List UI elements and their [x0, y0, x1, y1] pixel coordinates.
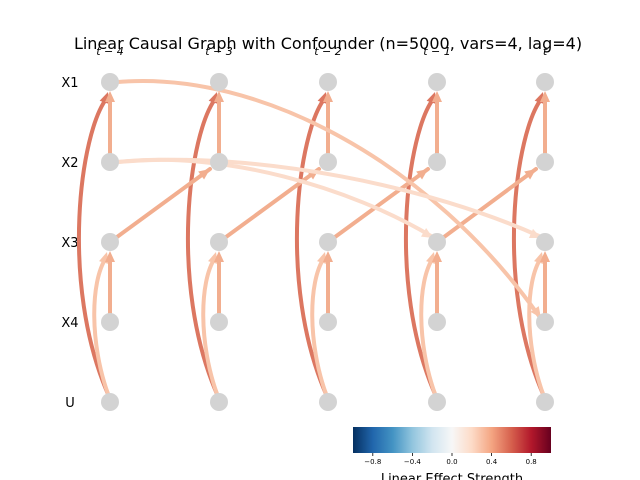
- edge-u-to-x3-lag0: [527, 256, 545, 396]
- colorbar-tick-label: 0.0: [446, 458, 457, 466]
- row-label-x3: X3: [61, 236, 78, 251]
- edge-x3-to-x2-lag1: [224, 167, 321, 239]
- edge-arrowhead: [432, 251, 442, 262]
- edge-u-to-x1-lag0: [76, 96, 110, 396]
- node-u-t2: [319, 393, 337, 411]
- edge-arrowhead: [323, 251, 333, 262]
- row-label-u: U: [65, 396, 75, 411]
- edge-u-to-x3-lag0: [419, 256, 437, 396]
- node-x1-t4: [536, 73, 554, 91]
- lag-label: t − 1: [423, 45, 451, 58]
- edge-u-to-x1-lag0: [185, 96, 219, 396]
- node-x1-t3: [428, 73, 446, 91]
- edge-arrowhead: [105, 91, 115, 102]
- node-u-t4: [536, 393, 554, 411]
- node-x2-t3: [428, 153, 446, 171]
- edge-u-to-x1-lag0: [294, 96, 328, 396]
- graph-title: Linear Causal Graph with Confounder (n=5…: [74, 34, 582, 53]
- colorbar-tick-label: 0.8: [526, 458, 537, 466]
- node-x4-t4: [536, 313, 554, 331]
- row-label-x1: X1: [61, 76, 78, 91]
- edge-arrowhead: [323, 91, 333, 102]
- lag-label: t: [543, 45, 548, 58]
- edge-arrowhead: [214, 91, 224, 102]
- edge-u-to-x3-lag0: [310, 256, 328, 396]
- edge-x3-to-x2-lag1: [115, 167, 212, 239]
- node-x1-t2: [319, 73, 337, 91]
- node-x4-t1: [210, 313, 228, 331]
- node-x3-t4: [536, 233, 554, 251]
- node-u-t1: [210, 393, 228, 411]
- edge-u-to-x3-lag0: [92, 256, 110, 396]
- edge-arrowhead: [432, 91, 442, 102]
- node-u-t3: [428, 393, 446, 411]
- row-label-x2: X2: [61, 156, 78, 171]
- edge-arrowhead: [524, 169, 536, 180]
- edge-arrowhead: [540, 91, 550, 102]
- node-x1-t1: [210, 73, 228, 91]
- node-x1-t0: [101, 73, 119, 91]
- edge-u-to-x1-lag0: [403, 96, 437, 396]
- edge-arrowhead: [105, 251, 115, 262]
- edge-x1-to-x4-lag4: [116, 79, 541, 318]
- edge-arrowhead: [528, 228, 541, 239]
- colorbar-label: Linear Effect Strength: [381, 472, 523, 480]
- edge-arrowhead: [198, 169, 210, 180]
- node-x2-t2: [319, 153, 337, 171]
- node-x3-t3: [428, 233, 446, 251]
- edge-x2-to-x3-lag3: [116, 157, 433, 238]
- lag-label: t − 2: [314, 45, 342, 58]
- edge-arrowhead: [214, 251, 224, 262]
- edge-u-to-x3-lag0: [201, 256, 219, 396]
- lag-label: t − 4: [96, 45, 124, 58]
- node-x4-t2: [319, 313, 337, 331]
- node-x2-t0: [101, 153, 119, 171]
- colorbar-tick-label: 0.4: [486, 458, 498, 466]
- node-x2-t4: [536, 153, 554, 171]
- edge-u-to-x1-lag0: [511, 96, 545, 396]
- edge-x3-to-x2-lag1: [333, 167, 430, 239]
- lag-label: t − 3: [205, 45, 233, 58]
- edge-arrowhead: [530, 306, 541, 318]
- row-label-x4: X4: [61, 316, 78, 331]
- colorbar-tick-label: −0.4: [404, 458, 422, 466]
- colorbar-tick-label: −0.8: [364, 458, 381, 466]
- colorbar-gradient: [353, 427, 551, 453]
- node-x4-t3: [428, 313, 446, 331]
- edge-x2-to-x3-lag4: [116, 157, 541, 238]
- node-x4-t0: [101, 313, 119, 331]
- colorbar: −0.8 −0.4 0.0 0.4 0.8 Linear Effect Strength: [353, 427, 551, 480]
- edge-arrowhead: [420, 228, 433, 238]
- node-x3-t0: [101, 233, 119, 251]
- node-x2-t1: [210, 153, 228, 171]
- edge-arrowhead: [540, 251, 550, 262]
- node-x3-t2: [319, 233, 337, 251]
- edge-arrowhead: [416, 169, 428, 180]
- node-x3-t1: [210, 233, 228, 251]
- node-u-t0: [101, 393, 119, 411]
